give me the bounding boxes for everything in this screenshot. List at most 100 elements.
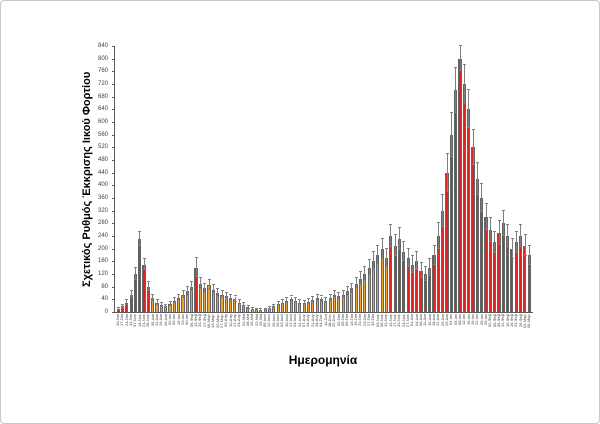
error-bar-cap — [177, 299, 181, 301]
error-bar-cap — [311, 296, 315, 298]
error-bar-cap — [402, 241, 406, 243]
bar-slot — [220, 46, 224, 312]
y-tick-label: 400 — [97, 182, 108, 189]
error-bar-cap — [198, 276, 202, 278]
error-bar — [286, 298, 288, 304]
y-tick-label: 720 — [97, 81, 108, 87]
error-bar-cap — [519, 223, 523, 225]
error-bar-cap — [220, 297, 224, 299]
error-bar — [377, 245, 379, 265]
error-bar-cap — [255, 307, 259, 309]
error-bar-cap — [367, 274, 371, 276]
bar-slot — [497, 46, 501, 312]
y-axis: 0 40 80 120 160 200 240 280 320 360 400 440 480 520 56… — [79, 43, 115, 315]
error-bar — [472, 129, 474, 165]
error-bar-cap — [125, 303, 129, 305]
error-bar — [411, 256, 413, 273]
error-bar-cap — [441, 193, 445, 195]
error-bar-cap — [320, 295, 324, 297]
bar-slot — [506, 46, 510, 312]
error-bar-cap — [285, 302, 289, 304]
error-bar-cap — [397, 248, 401, 250]
bar-slot — [293, 46, 298, 312]
error-bar-cap — [233, 301, 237, 303]
error-bar-cap — [164, 303, 168, 305]
error-bar-cap — [242, 305, 246, 307]
bar-slot — [207, 46, 211, 312]
x-tick-label: 02-Φεβ — [488, 314, 493, 328]
error-bar-cap — [458, 45, 462, 46]
y-tick-label: 320 — [97, 207, 108, 214]
bar-slot — [350, 46, 354, 312]
error-bar-cap — [237, 303, 241, 305]
bar-slot — [177, 46, 181, 312]
error-bar-cap — [397, 227, 401, 229]
bar-slot — [514, 46, 518, 312]
bar — [445, 172, 449, 312]
x-tick-label: 01-Ιαν — [449, 314, 454, 326]
x-tick-label: 22-Δεκ — [436, 314, 441, 327]
error-bar-cap — [337, 291, 341, 293]
error-bar — [160, 303, 162, 307]
y-tick-label: 280 — [97, 220, 108, 227]
bar-slot — [363, 46, 367, 312]
error-bar-cap — [436, 247, 440, 249]
error-bar — [178, 294, 180, 301]
bar-slot — [168, 46, 172, 312]
error-bar — [360, 272, 362, 286]
bar-slot — [272, 46, 276, 312]
bar-slot — [449, 46, 453, 312]
error-bar-cap — [415, 251, 419, 253]
bar-slot — [120, 46, 124, 312]
error-bar-cap — [250, 308, 254, 310]
bar-slot — [125, 46, 129, 312]
error-bar-cap — [449, 111, 453, 113]
y-tick-mark — [112, 299, 115, 301]
error-bar-cap — [216, 288, 220, 290]
bar-slot — [462, 46, 466, 312]
y-tick-mark — [112, 84, 115, 85]
bar-slot — [328, 46, 332, 312]
error-bar-cap — [419, 262, 423, 264]
error-bar-cap — [142, 269, 146, 271]
error-bar-cap — [289, 295, 293, 297]
error-bar — [416, 252, 418, 271]
bar-slot — [324, 46, 328, 312]
x-tick-label: 11-Δεκ — [423, 314, 428, 326]
error-bar — [437, 223, 439, 249]
bar-slot — [159, 46, 163, 312]
error-bar — [463, 65, 465, 103]
y-tick-label: 640 — [97, 106, 108, 113]
y-tick-mark — [112, 274, 115, 275]
error-bar-cap — [497, 243, 501, 245]
error-bar-cap — [501, 235, 505, 236]
error-bar-cap — [328, 293, 332, 295]
error-bar — [347, 287, 349, 296]
error-bar-cap — [471, 128, 475, 130]
error-bar — [507, 224, 509, 248]
error-bar-cap — [475, 162, 479, 164]
error-bar-cap — [432, 263, 436, 265]
error-bar — [468, 90, 470, 129]
bar-slot — [185, 46, 189, 312]
bar-slot — [259, 46, 263, 312]
error-bar — [303, 300, 305, 306]
error-bar-cap — [454, 67, 458, 69]
error-bar — [234, 296, 236, 303]
error-bar — [277, 302, 279, 306]
error-bar-cap — [350, 292, 354, 293]
y-tick-mark — [112, 286, 115, 288]
error-bar — [230, 294, 232, 301]
bar-slot — [402, 46, 406, 312]
error-bar-cap — [428, 258, 432, 260]
bar-slot — [298, 46, 302, 312]
bar-slot — [267, 46, 272, 312]
error-bar-cap — [415, 269, 419, 271]
x-tick-label: 13-Μαρ — [211, 314, 216, 328]
error-bar-cap — [298, 299, 302, 301]
bar-slot — [116, 46, 120, 312]
error-bar — [126, 300, 128, 305]
error-bar-cap — [116, 309, 120, 311]
error-bar-cap — [125, 299, 129, 301]
y-tick-label: 600 — [97, 119, 108, 125]
